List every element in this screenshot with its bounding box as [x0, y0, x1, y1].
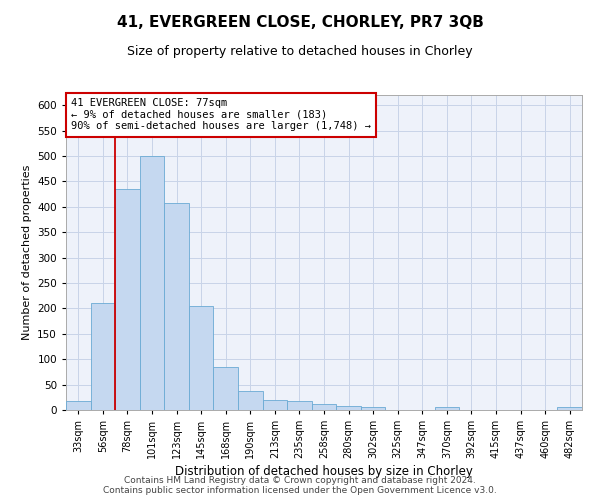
Bar — [287, 401, 312, 410]
X-axis label: Distribution of detached houses by size in Chorley: Distribution of detached houses by size … — [175, 466, 473, 478]
Text: 41, EVERGREEN CLOSE, CHORLEY, PR7 3QB: 41, EVERGREEN CLOSE, CHORLEY, PR7 3QB — [116, 15, 484, 30]
Bar — [140, 156, 164, 410]
Bar — [263, 400, 287, 410]
Bar — [115, 189, 140, 410]
Bar — [164, 202, 189, 410]
Text: Contains HM Land Registry data © Crown copyright and database right 2024.
Contai: Contains HM Land Registry data © Crown c… — [103, 476, 497, 495]
Bar — [214, 367, 238, 410]
Bar — [312, 404, 336, 410]
Bar — [91, 304, 115, 410]
Text: 41 EVERGREEN CLOSE: 77sqm
← 9% of detached houses are smaller (183)
90% of semi-: 41 EVERGREEN CLOSE: 77sqm ← 9% of detach… — [71, 98, 371, 132]
Bar — [66, 401, 91, 410]
Bar — [336, 406, 361, 410]
Bar — [189, 306, 214, 410]
Text: Size of property relative to detached houses in Chorley: Size of property relative to detached ho… — [127, 45, 473, 58]
Y-axis label: Number of detached properties: Number of detached properties — [22, 165, 32, 340]
Bar — [434, 408, 459, 410]
Bar — [361, 408, 385, 410]
Bar — [557, 408, 582, 410]
Bar — [238, 390, 263, 410]
